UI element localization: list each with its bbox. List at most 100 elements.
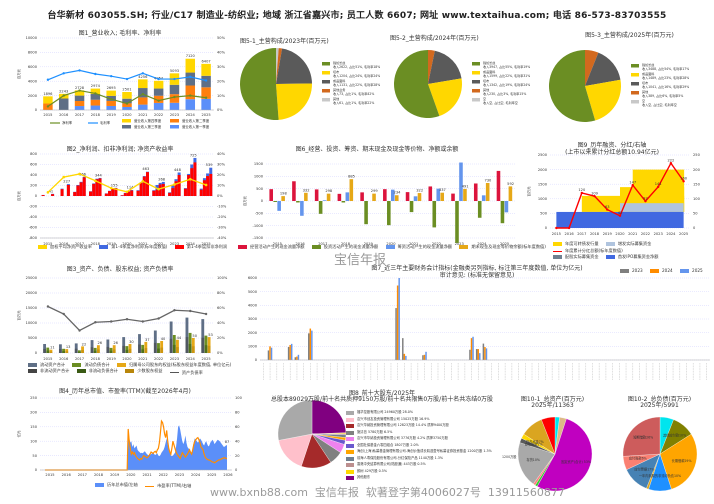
balance-bar-lower [128,348,132,353]
y-tick-label: 250 [30,396,38,400]
pie-slice [276,48,283,84]
balance-bar-lower [172,344,176,353]
fig9-panel: 图9_历年融资、分红/右轴 (上市以来累计分红总额10.94亿元) 0 500 10… [510,140,714,240]
x-tick-label: 2017 [78,473,87,477]
legend-item: 其他股东 [346,475,506,480]
y2-tick-label: -30% [217,226,227,230]
fig8-pie [277,399,347,469]
indicator-bar [270,347,273,360]
legend-noncurrent-assets: 非流动资产合计 [28,368,69,374]
x-tick-label: 2015 [43,242,52,246]
fig2-title: 图2_净利润、扣非净利润; 净资产收益率 [66,146,174,153]
y2-tick-label: 40% [217,51,226,55]
balance-bar [172,335,176,353]
equity-label: 40 [161,337,166,341]
x-tick-label: 2023 [170,113,179,117]
dividend-label: 63 [605,205,610,209]
balance-bar-lower [157,348,160,353]
cashflow-bar [451,193,455,201]
fig9-title: 图9_历年融资、分红/右轴 [577,142,647,149]
y-tick-label: 200 [30,184,38,188]
legend-roe: 加权平均净资产收益率 [38,244,92,250]
legend-label: 海创(上海)私募基金管理有限公司-海创价值成长精选壹号私募证券投资基金 1200… [357,449,492,453]
y-tick-label: 0 [545,226,548,230]
legend-item: 福华控股有限公司 24960万股 28.0% [346,410,506,415]
y-tick-label: 25000 [26,276,38,280]
indicator-bar [308,333,310,360]
legend-swatch [472,89,480,93]
legend-debt-ratio: 资产负债率 [169,370,203,376]
balance-bar [58,344,62,353]
balance-bar-lower [188,343,192,353]
y2-tick-label: 0% [217,194,223,198]
x-tick-label: 2019 [110,473,120,477]
y-tick-label: 0 [35,194,38,198]
cashflow-bar [337,193,342,201]
indicator-bar [403,353,406,360]
deducted-profit-bar [127,191,131,196]
line-marker [173,77,176,81]
legend-net-profit: 第1-4季度净利润(标年度数值) [99,244,167,250]
deducted-profit-bar [190,168,194,196]
deducted-profit-bar [60,189,64,196]
x-tick-label: 2022 [154,113,163,117]
balance-bar-lower [160,347,164,353]
y-tick-label: 500 [256,187,264,191]
legend-label: 毛利率 [100,120,111,125]
line-marker [157,99,160,102]
deducted-profit-bar [66,184,70,196]
revenue-total-label: 1896 [43,92,53,96]
y-tick-label: 1500 [538,182,548,186]
legend-item: 嘉兴市创友投资管理有限公司 15025万股 16.9% [346,417,506,422]
pie-slice [585,79,621,121]
deducted-profit-bar [79,182,83,196]
legend-label: 坯布 [333,69,339,74]
pie-slice [585,52,621,86]
y2-tick-label: -20% [217,215,227,219]
balance-bar-lower [185,337,189,353]
cashflow-bar [405,192,410,201]
cashflow-bar [413,196,418,201]
indicator-bar [296,356,298,360]
roe-marker [78,172,81,176]
fig2-legend: 加权平均净资产收益率 第1-4季度净利润(标年度数值) 第1-4季度扣非净利润 [38,244,233,250]
legend-label: 营业收入第三季度 [134,124,162,129]
deducted-profit-bar [98,178,102,196]
balance-bar [128,344,132,353]
legend-label: 其他股东 [357,475,371,479]
legend-label: 其他业务 [333,87,345,92]
fig5-1-title: 图5-1_主营构成/2023年(百万元) [240,38,329,45]
legend-item: 海创(上海)私募基金管理有限公司-海创价值成长精选壹号私募证券投资基金 1200… [346,449,506,454]
x-tick-label: 2021 [138,242,147,246]
legend-label: 非流动负债合计 [88,368,118,374]
x-tick-label: 2019 [364,242,374,246]
debt-ratio-marker [157,317,160,320]
legend-label: 首发IPO募集资金净额 [617,254,659,260]
legend-label: 第1-4季度净利润(标年度数值) [111,244,168,249]
legend-2025: 2025 [680,268,703,273]
annual-profit-label: 268 [158,177,166,181]
dividend-label: 120 [578,188,586,192]
y2-tick-label: 40% [217,321,226,325]
deducted-profit-bar [142,176,146,196]
indicator-bar [290,343,293,360]
equity-label: 44 [177,336,182,340]
balance-bar-lower [176,347,179,353]
legend-swatch [322,71,330,75]
debt-ratio-marker [62,312,65,316]
cashflow-bar [459,162,463,201]
fig6-legend: 经营活动产生的现金流量净额 投资活动产生的现金流量净额 筹资活动产生的现金流量净… [238,244,552,250]
legend-minority: 少数股东权益 [125,368,162,374]
x-tick-label: 2020 [122,113,132,117]
x-tick-label: 2016 [59,242,69,246]
legend-label: 期末现金及现金等价物余额(标年度数值) [471,244,546,249]
revenue-bar-segment [74,106,85,110]
fig3-chart: 0 5000 10000 15000 20000 25000 0% 20% 40% 60% 80% 1… [17,276,228,361]
deducted-profit-bar [177,175,181,196]
x-tick-label: 2017 [318,242,327,246]
legend-label: 香港中央结算有限公司(陆股通) 443万股 0.5% [357,462,426,466]
dividend-marker [618,214,622,217]
line-marker [204,96,208,99]
cashflow-bar [372,193,376,201]
x-tick-label: 2020 [386,242,396,246]
